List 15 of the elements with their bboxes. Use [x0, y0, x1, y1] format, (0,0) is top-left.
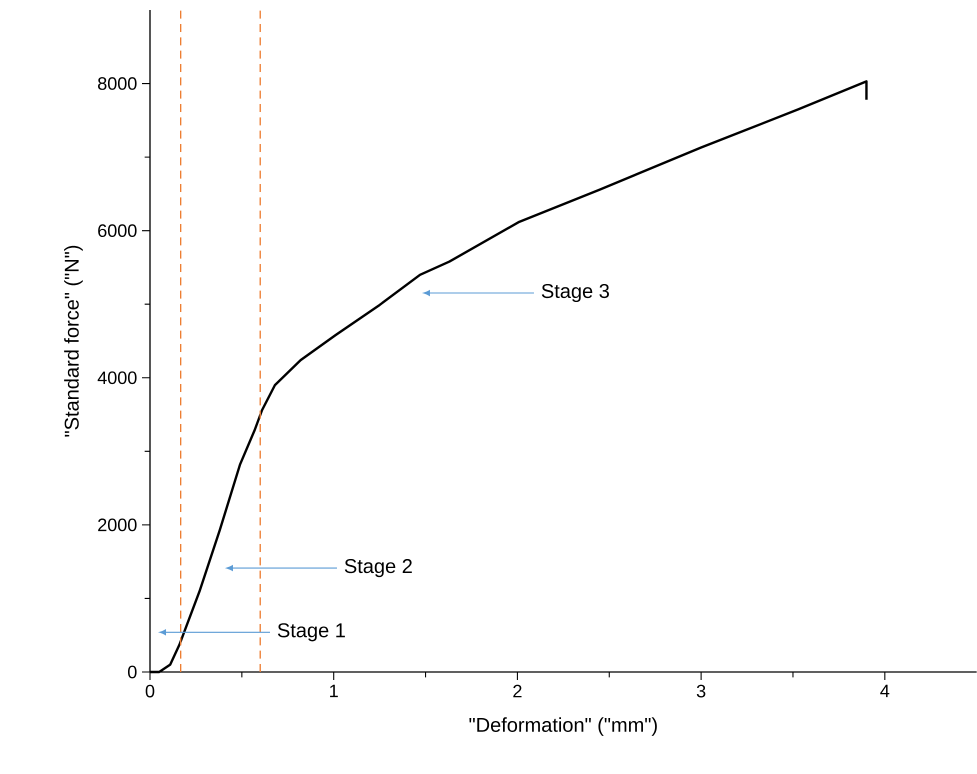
annotation: Stage 1	[278, 623, 345, 642]
x-tick-label: 4	[880, 684, 890, 698]
y-tick-label: 8000	[98, 77, 137, 90]
annotation: Stage 3	[542, 284, 609, 302]
y-tick-label: 2000	[98, 518, 137, 532]
y-tick-label: 6000	[98, 224, 137, 238]
x-axis-title: "Deformation" ("mm")	[469, 717, 657, 736]
annotation: Stage 2	[344, 559, 412, 578]
x-tick-label: 0	[146, 684, 154, 698]
y-axis-title: "Standard force" ("N")	[64, 246, 83, 437]
x-tick-label: 3	[696, 684, 706, 698]
x-tick-label: 1	[330, 684, 338, 698]
y-tick-label: 0	[128, 666, 137, 678]
y-tick-label: 4000	[98, 371, 137, 384]
x-tick-label: 2	[513, 684, 522, 698]
